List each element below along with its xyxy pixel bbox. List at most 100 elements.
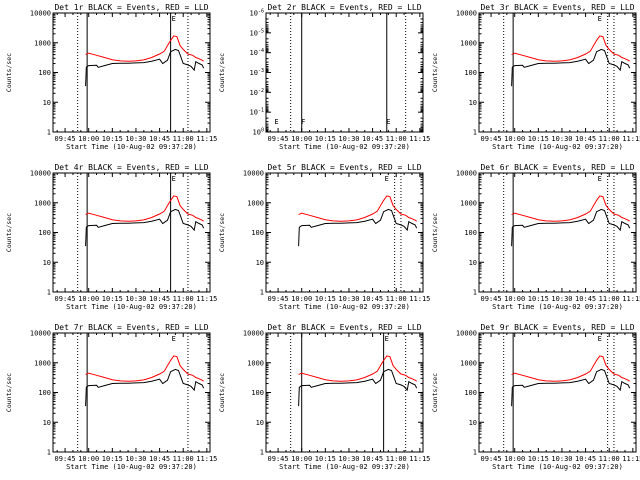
x-tick-label: 09:45 [481, 295, 502, 303]
y-tick-label: 100 [464, 229, 477, 237]
x-tick-label: 10:45 [575, 455, 596, 463]
panel-det-7: Det 7r BLACK = Events, RED = LLD Counts/s… [5, 323, 217, 471]
y-axis-label: Counts/sec [5, 373, 13, 412]
x-axis-label: Start Time (10-Aug-02 09:37:20) [279, 303, 410, 311]
series-group [298, 355, 418, 407]
x-tick-label: 10:15 [528, 455, 549, 463]
y-axis-label: Counts/sec [218, 53, 226, 92]
y-tick-label: 10 [256, 419, 264, 427]
y-tick-label: 10-2 [250, 88, 264, 97]
y-axis-label: Counts/sec [5, 53, 13, 92]
y-tick-label: 10000 [243, 170, 264, 178]
series-line-events [511, 48, 631, 87]
y-tick-label: 10000 [456, 170, 477, 178]
series-line-events [298, 368, 418, 407]
x-tick-label: 10:30 [125, 455, 146, 463]
panel-title: Det 7r BLACK = Events, RED = LLD [54, 323, 208, 332]
y-tick-label: 1000 [460, 39, 477, 47]
x-tick-label: 10:00 [78, 135, 99, 143]
panel-det-5: Det 5r BLACK = Events, RED = LLD Counts/s… [218, 163, 430, 311]
x-tick-label: 11:15 [622, 295, 640, 303]
x-tick-label: 10:30 [125, 135, 146, 143]
x-tick-label: 10:00 [504, 295, 525, 303]
panel-det-6: Det 6r BLACK = Events, RED = LLD Counts/s… [431, 163, 640, 311]
y-axis-label: Counts/sec [431, 213, 439, 252]
flag-letter: E [172, 175, 176, 183]
y-tick-label: 1000 [460, 199, 477, 207]
flag-letter: F [301, 118, 305, 126]
x-tick-label: 09:45 [55, 135, 76, 143]
x-tick-label: 10:00 [291, 295, 312, 303]
x-tick-label: 10:15 [102, 455, 123, 463]
flag-letter: E [172, 335, 176, 343]
y-tick-label: 10000 [30, 10, 51, 18]
x-tick-label: 10:30 [125, 295, 146, 303]
x-tick-label: 10:45 [575, 295, 596, 303]
x-axis-label: Start Time (10-Aug-02 09:37:20) [492, 143, 623, 151]
series-group [85, 355, 205, 407]
series-line-lld [85, 35, 204, 62]
x-tick-label: 11:15 [409, 455, 430, 463]
flag-letter: E [386, 118, 390, 126]
y-tick-label: 1 [473, 129, 477, 137]
x-tick-label: 10:45 [362, 295, 383, 303]
y-tick-label: 1000 [460, 359, 477, 367]
panel-title: Det 3r BLACK = Events, RED = LLD [480, 3, 634, 12]
x-tick-label: 10:45 [575, 135, 596, 143]
y-tick-label: 10-4 [250, 48, 264, 57]
series-line-events [85, 48, 205, 87]
x-tick-label: 11:15 [409, 295, 430, 303]
x-tick-label: 10:00 [78, 455, 99, 463]
y-tick-label: 100 [38, 389, 51, 397]
y-tick-label: 10000 [456, 330, 477, 338]
x-tick-label: 11:00 [173, 135, 194, 143]
axes-frame [52, 332, 211, 453]
y-tick-label: 10000 [456, 10, 477, 18]
flag-letter: E [598, 175, 602, 183]
x-tick-label: 10:45 [149, 295, 170, 303]
x-tick-label: 10:45 [362, 135, 383, 143]
y-tick-label: 100 [251, 229, 264, 237]
y-tick-label: 10 [256, 259, 264, 267]
y-tick-label: 1 [47, 289, 51, 297]
flag-letter: E [598, 15, 602, 23]
series-line-events [511, 368, 631, 407]
series-line-lld [85, 355, 204, 382]
panel-title: Det 9r BLACK = Events, RED = LLD [480, 323, 634, 332]
series-line-lld [298, 195, 417, 222]
series-line-lld [511, 355, 630, 382]
x-tick-label: 11:15 [622, 455, 640, 463]
axes-frame [52, 172, 211, 293]
x-tick-label: 10:00 [504, 455, 525, 463]
x-tick-label: 09:45 [268, 295, 289, 303]
x-axis-label: Start Time (10-Aug-02 09:37:20) [66, 463, 197, 471]
series-group [298, 195, 418, 247]
x-tick-label: 11:00 [599, 295, 620, 303]
x-tick-label: 09:45 [55, 295, 76, 303]
x-tick-label: 10:15 [102, 295, 123, 303]
x-axis-label: Start Time (10-Aug-02 09:37:20) [279, 143, 410, 151]
y-tick-label: 1 [47, 449, 51, 457]
y-tick-label: 10000 [243, 330, 264, 338]
axes-frame [265, 12, 424, 133]
x-tick-label: 11:00 [173, 295, 194, 303]
x-tick-label: 10:15 [315, 455, 336, 463]
panel-title: Det 1r BLACK = Events, RED = LLD [54, 3, 208, 12]
panel-det-2: Det 2r BLACK = Events, RED = LLD Counts/s… [218, 3, 430, 151]
x-axis-label: Start Time (10-Aug-02 09:37:20) [492, 463, 623, 471]
x-tick-label: 09:45 [55, 455, 76, 463]
x-tick-label: 11:00 [599, 455, 620, 463]
panel-det-8: Det 8r BLACK = Events, RED = LLD Counts/s… [218, 323, 430, 471]
x-tick-label: 10:30 [551, 455, 572, 463]
y-tick-label: 1000 [247, 199, 264, 207]
y-tick-label: 10-6 [250, 9, 264, 18]
series-line-lld [85, 195, 204, 222]
flag-letter: E [172, 15, 176, 23]
series-group [511, 195, 631, 247]
x-tick-label: 10:30 [338, 135, 359, 143]
y-tick-label: 1000 [34, 39, 51, 47]
y-tick-label: 10 [469, 259, 477, 267]
x-tick-label: 10:00 [291, 135, 312, 143]
x-tick-label: 10:00 [78, 295, 99, 303]
y-tick-label: 100 [464, 389, 477, 397]
